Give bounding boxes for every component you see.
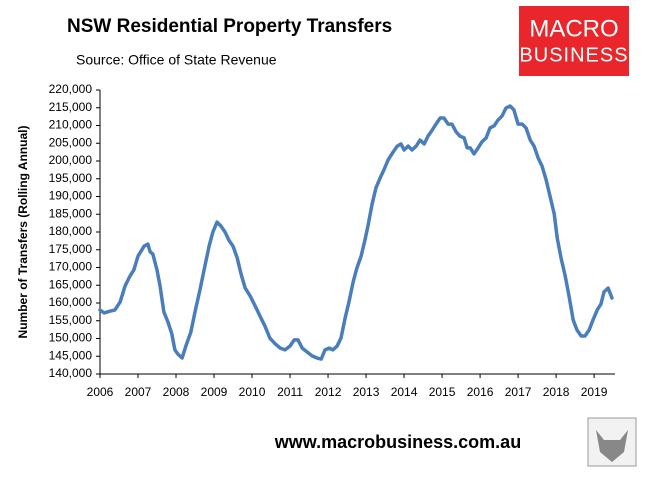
x-tick-label: 2011 bbox=[277, 385, 303, 399]
footer: www.macrobusiness.com.au bbox=[274, 432, 521, 452]
chart-subtitle: Source: Office of State Revenue bbox=[76, 52, 277, 68]
x-tick-label: 2012 bbox=[315, 385, 342, 399]
logo-text: BUSINESS bbox=[519, 44, 628, 66]
logo: MACRO BUSINESS bbox=[519, 6, 629, 76]
y-tick-label: 215,000 bbox=[49, 100, 93, 114]
y-tick-label: 185,000 bbox=[49, 206, 93, 220]
x-tick-label: 2016 bbox=[467, 385, 494, 399]
x-tick-label: 2018 bbox=[543, 385, 570, 399]
y-tick-label: 140,000 bbox=[49, 366, 93, 380]
x-tick-label: 2007 bbox=[125, 385, 152, 399]
x-tick-label: 2015 bbox=[429, 385, 456, 399]
y-axis-label: Number of Transfers (Rolling Annual) bbox=[16, 126, 30, 339]
y-tick-label: 205,000 bbox=[49, 135, 93, 149]
icon-shape bbox=[596, 430, 628, 462]
y-tick-label: 220,000 bbox=[49, 82, 93, 96]
chart-title: NSW Residential Property Transfers bbox=[67, 16, 392, 37]
y-tick-label: 200,000 bbox=[49, 153, 93, 167]
y-tick-label: 145,000 bbox=[49, 348, 93, 362]
x-tick-label: 2008 bbox=[163, 385, 190, 399]
y-tick-label: 155,000 bbox=[49, 313, 93, 327]
x-tick-label: 2010 bbox=[239, 385, 266, 399]
x-tick-label: 2014 bbox=[391, 385, 418, 399]
logo-text: MACRO bbox=[529, 15, 618, 42]
x-tick-label: 2019 bbox=[581, 385, 608, 399]
y-tick-label: 150,000 bbox=[49, 331, 93, 345]
y-tick-label: 160,000 bbox=[49, 295, 93, 309]
x-tick-label: 2009 bbox=[201, 385, 228, 399]
y-tick-label: 195,000 bbox=[49, 171, 93, 185]
y-tick-label: 190,000 bbox=[49, 189, 93, 203]
y-tick-label: 165,000 bbox=[49, 277, 93, 291]
y-tick-label: 180,000 bbox=[49, 224, 93, 238]
wolf-icon bbox=[587, 417, 637, 467]
logo-box bbox=[519, 6, 629, 76]
y-tick-label: 210,000 bbox=[49, 118, 93, 132]
y-tick-label: 175,000 bbox=[49, 242, 93, 256]
line bbox=[98, 104, 614, 361]
x-tick-label: 2006 bbox=[87, 385, 114, 399]
x-tick-label: 2017 bbox=[505, 385, 532, 399]
x-tick-label: 2013 bbox=[353, 385, 380, 399]
y-tick-label: 170,000 bbox=[49, 260, 93, 274]
